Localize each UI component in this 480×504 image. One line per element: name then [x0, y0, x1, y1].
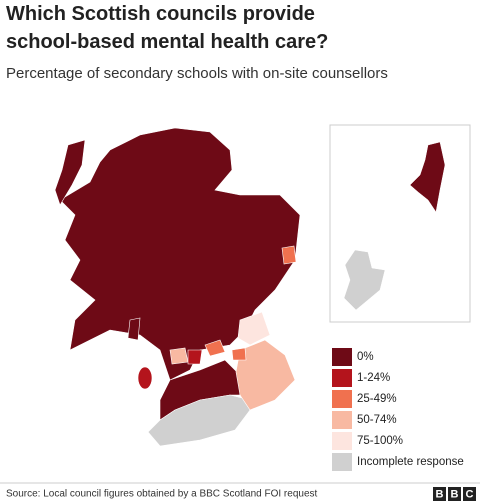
region — [169, 347, 189, 365]
logo-letter: B — [451, 488, 459, 500]
logo-letter: C — [466, 488, 474, 500]
region — [409, 141, 446, 213]
region — [187, 349, 203, 365]
region — [237, 311, 271, 346]
region — [59, 127, 301, 381]
legend: 0% 1-24% 25-49% 50-74% 75-100% Incomplete res… — [332, 348, 464, 471]
region — [231, 347, 247, 361]
region — [235, 339, 296, 411]
subtitle: Percentage of secondary schools with on-… — [6, 65, 388, 82]
title-line: school-based mental health care? — [6, 31, 328, 53]
legend-swatch — [332, 348, 352, 366]
legend-label: 1-24% — [357, 372, 390, 384]
legend-swatch — [332, 390, 352, 408]
region — [281, 245, 297, 265]
inset-map — [343, 141, 446, 311]
source: Source: Local council figures obtained b… — [6, 489, 318, 500]
legend-swatch — [332, 411, 352, 429]
legend-label: 75-100% — [357, 435, 403, 447]
logo-block — [448, 487, 461, 501]
region — [137, 366, 153, 390]
legend-label: 25-49% — [357, 393, 397, 405]
region — [204, 339, 226, 357]
legend-label: 50-74% — [357, 414, 397, 426]
legend-swatch — [332, 432, 352, 450]
region — [343, 249, 386, 311]
logo-block — [433, 487, 446, 501]
region — [54, 139, 86, 206]
legend-label: 0% — [357, 351, 374, 363]
legend-swatch — [332, 453, 352, 471]
map — [54, 127, 301, 447]
region — [127, 317, 141, 341]
logo-block — [463, 487, 476, 501]
legend-label: Incomplete response — [357, 456, 464, 468]
logo-letter: B — [436, 488, 444, 500]
legend-swatch — [332, 369, 352, 387]
title-line: Which Scottish councils provide — [6, 3, 315, 25]
